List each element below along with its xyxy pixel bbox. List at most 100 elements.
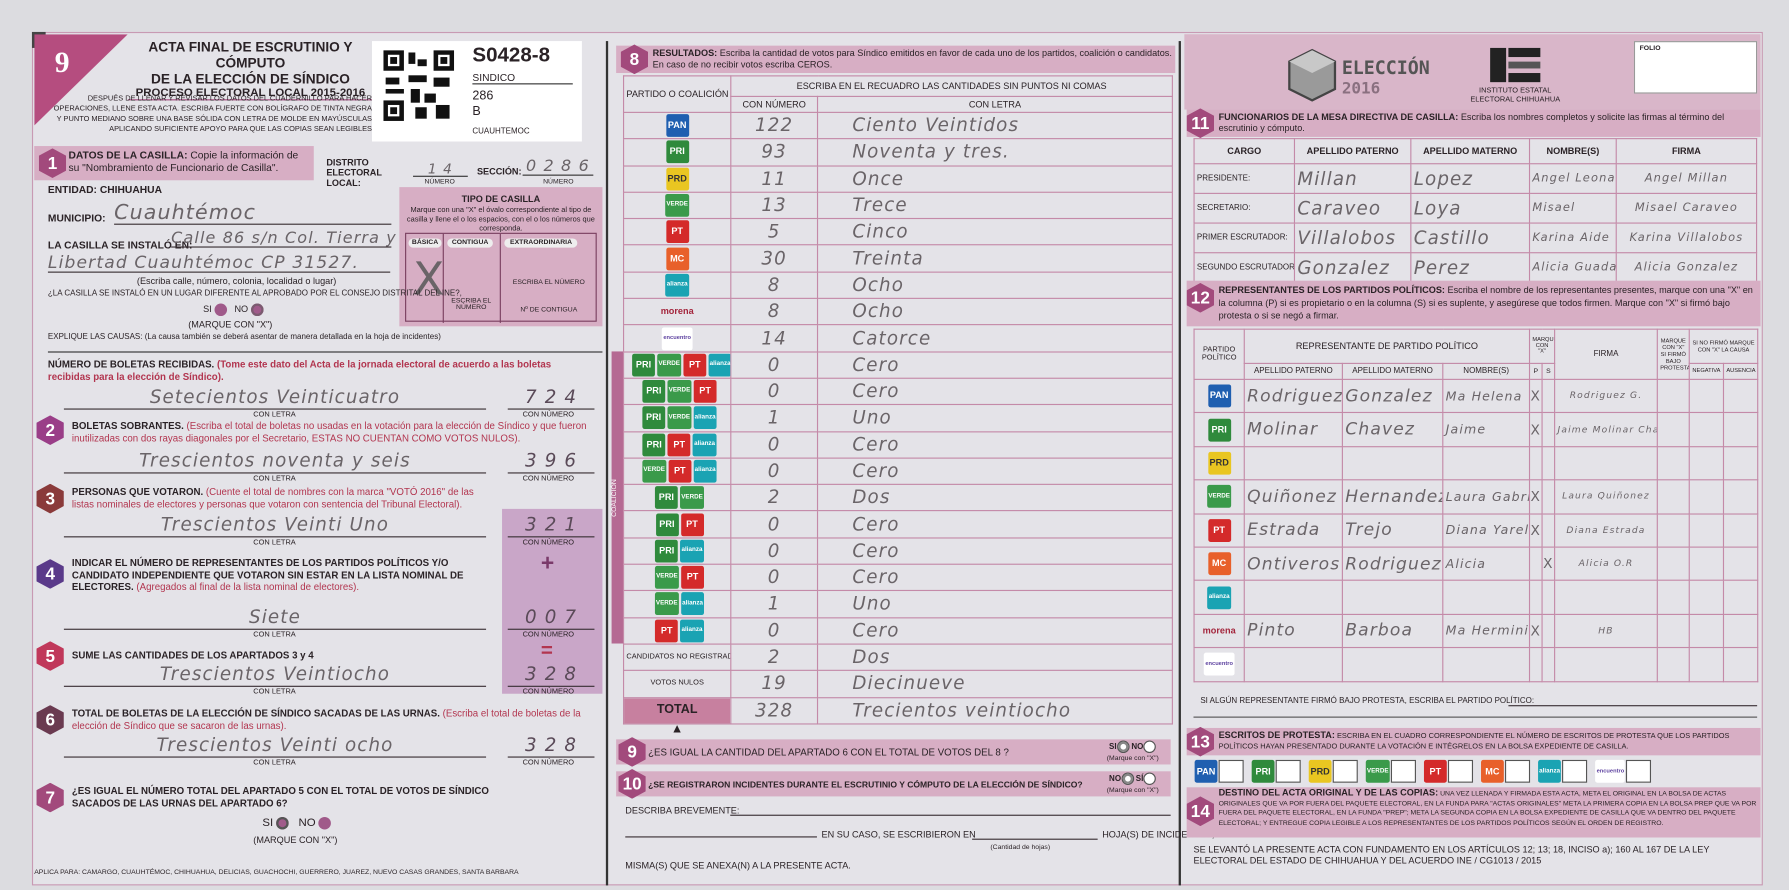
representante-p-checkbox[interactable] — [1528, 546, 1543, 582]
result-letra[interactable]: Catorce — [816, 324, 1173, 353]
funcionario-paterno[interactable]: Villalobos — [1293, 222, 1412, 254]
result-letra[interactable]: Trece — [816, 191, 1173, 220]
prd-protesta-count[interactable] — [1332, 759, 1358, 783]
sec4-numero-field[interactable]: 0 0 7 — [507, 608, 595, 630]
boletas-letra-field[interactable]: Setecientos Veinticuatro — [63, 387, 487, 410]
pri-protesta-count[interactable] — [1275, 759, 1301, 783]
representante-materno[interactable]: Chavez — [1341, 412, 1444, 448]
result-letra[interactable]: Ciento Veintidos — [816, 111, 1173, 140]
describa-field[interactable] — [730, 814, 1171, 816]
sec5-numero-field[interactable]: 3 2 8 — [507, 665, 595, 687]
representante-protesta-checkbox[interactable] — [1656, 445, 1690, 481]
representante-ausencia-checkbox[interactable] — [1722, 479, 1759, 515]
representante-s-checkbox[interactable] — [1541, 580, 1556, 615]
result-numero[interactable]: 2 — [730, 483, 819, 512]
representante-negativa-checkbox[interactable] — [1688, 580, 1725, 615]
representante-ausencia-checkbox[interactable] — [1722, 412, 1759, 448]
representante-protesta-checkbox[interactable] — [1656, 647, 1690, 682]
representante-protesta-checkbox[interactable] — [1656, 546, 1690, 582]
result-numero[interactable]: 1 — [730, 404, 819, 432]
folio-field[interactable]: FOLIO — [1633, 41, 1758, 94]
funcionario-paterno[interactable]: Gonzalez — [1293, 252, 1412, 283]
instalo-line-2[interactable]: Libertad Cuauhtémoc CP 31527. — [47, 254, 391, 273]
result-letra[interactable]: Cero — [816, 510, 1173, 539]
seccion-value[interactable]: 0 2 8 6 — [522, 159, 594, 176]
result-numero[interactable]: 93 — [730, 138, 819, 167]
result-numero[interactable]: 14 — [730, 324, 819, 353]
representante-negativa-checkbox[interactable] — [1688, 479, 1725, 515]
si-radio[interactable] — [1143, 772, 1156, 786]
representante-ausencia-checkbox[interactable] — [1722, 647, 1759, 682]
si-radio[interactable] — [214, 303, 227, 317]
sec2-letra-field[interactable]: Trescientos noventa y seis — [63, 451, 487, 474]
representante-firma[interactable] — [1554, 580, 1658, 615]
result-letra[interactable]: Trecientos veintiocho — [816, 696, 1173, 725]
result-letra[interactable]: Ocho — [816, 271, 1173, 300]
representante-protesta-checkbox[interactable] — [1656, 512, 1690, 548]
representante-nombre[interactable]: Laura Gabriela — [1442, 479, 1531, 515]
result-numero[interactable]: 0 — [730, 537, 819, 565]
representante-paterno[interactable]: Quiñonez — [1243, 479, 1343, 515]
funcionario-materno[interactable]: Loya — [1410, 192, 1531, 224]
si-radio-marked[interactable] — [276, 816, 289, 830]
sec3-letra-field[interactable]: Trescientos Veinti Uno — [63, 515, 487, 538]
result-letra[interactable]: Cero — [816, 457, 1173, 486]
result-numero[interactable]: 1 — [730, 590, 819, 619]
representante-nombre[interactable] — [1442, 445, 1531, 481]
boletas-numero-field[interactable]: 7 2 4 — [507, 387, 595, 410]
representante-firma[interactable]: Jaime Molinar Chavez — [1554, 412, 1658, 448]
representante-nombre[interactable] — [1442, 647, 1531, 682]
result-letra[interactable]: Cero — [816, 537, 1173, 565]
representante-s-checkbox[interactable] — [1541, 412, 1556, 448]
representante-firma[interactable] — [1554, 445, 1658, 481]
result-numero[interactable]: 19 — [730, 670, 819, 698]
representante-s-checkbox[interactable] — [1541, 512, 1556, 548]
representante-p-checkbox[interactable] — [1528, 580, 1543, 615]
instalo-line-1[interactable]: Calle 86 s/n Col. Tierra y — [171, 229, 397, 248]
representante-firma[interactable] — [1554, 647, 1658, 682]
representante-s-checkbox[interactable] — [1541, 445, 1556, 481]
representante-ausencia-checkbox[interactable] — [1722, 613, 1759, 649]
representante-p-checkbox[interactable]: X — [1528, 512, 1543, 548]
representante-nombre[interactable]: Jaime — [1442, 412, 1531, 448]
result-letra[interactable]: Cinco — [816, 218, 1173, 246]
representante-nombre[interactable] — [1442, 580, 1531, 615]
representante-ausencia-checkbox[interactable] — [1722, 445, 1759, 481]
representante-materno[interactable]: Trejo — [1341, 512, 1444, 548]
representante-paterno[interactable] — [1243, 445, 1343, 481]
result-numero[interactable]: 0 — [730, 457, 819, 486]
representante-protesta-checkbox[interactable] — [1656, 412, 1690, 448]
result-numero[interactable]: 0 — [730, 616, 819, 645]
funcionario-firma[interactable]: Alicia Gonzalez — [1615, 252, 1758, 283]
sec2-numero-field[interactable]: 3 9 6 — [507, 451, 595, 474]
funcionario-nombre[interactable]: Alicia Guadalupe — [1528, 252, 1617, 283]
funcionario-materno[interactable]: Lopez — [1410, 163, 1531, 194]
representante-paterno[interactable]: Ontiveros — [1243, 546, 1343, 582]
representante-firma[interactable]: Rodriguez G. — [1554, 378, 1658, 414]
result-numero[interactable]: 0 — [730, 430, 819, 459]
funcionario-firma[interactable]: Karina Villalobos — [1615, 222, 1758, 254]
result-letra[interactable]: Cero — [816, 351, 1173, 379]
representante-negativa-checkbox[interactable] — [1688, 647, 1725, 682]
funcionario-firma[interactable]: Misael Caraveo — [1615, 192, 1758, 224]
representante-firma[interactable]: Alicia O.R — [1554, 546, 1658, 582]
pt-protesta-count[interactable] — [1447, 759, 1473, 783]
funcionario-materno[interactable]: Perez — [1410, 252, 1531, 283]
contigua-option[interactable]: CONTIGUA — [447, 238, 493, 248]
result-letra[interactable]: Uno — [816, 404, 1173, 432]
result-letra[interactable]: Cero — [816, 616, 1173, 645]
result-numero[interactable]: 13 — [730, 191, 819, 220]
result-numero[interactable]: 0 — [730, 563, 819, 592]
result-numero[interactable]: 2 — [730, 643, 819, 672]
representante-materno[interactable]: Barboa — [1341, 613, 1444, 649]
representante-s-checkbox[interactable] — [1541, 378, 1556, 414]
no-radio[interactable] — [318, 816, 332, 830]
result-numero[interactable]: 5 — [730, 218, 819, 246]
result-letra[interactable]: Diecinueve — [816, 670, 1173, 698]
representante-paterno[interactable]: Pinto — [1243, 613, 1343, 649]
bajo-protesta-field[interactable] — [1508, 705, 1758, 707]
representante-negativa-checkbox[interactable] — [1688, 378, 1725, 414]
funcionario-firma[interactable]: Angel Millan — [1615, 163, 1758, 194]
representante-negativa-checkbox[interactable] — [1688, 613, 1725, 649]
representante-protesta-checkbox[interactable] — [1656, 479, 1690, 515]
